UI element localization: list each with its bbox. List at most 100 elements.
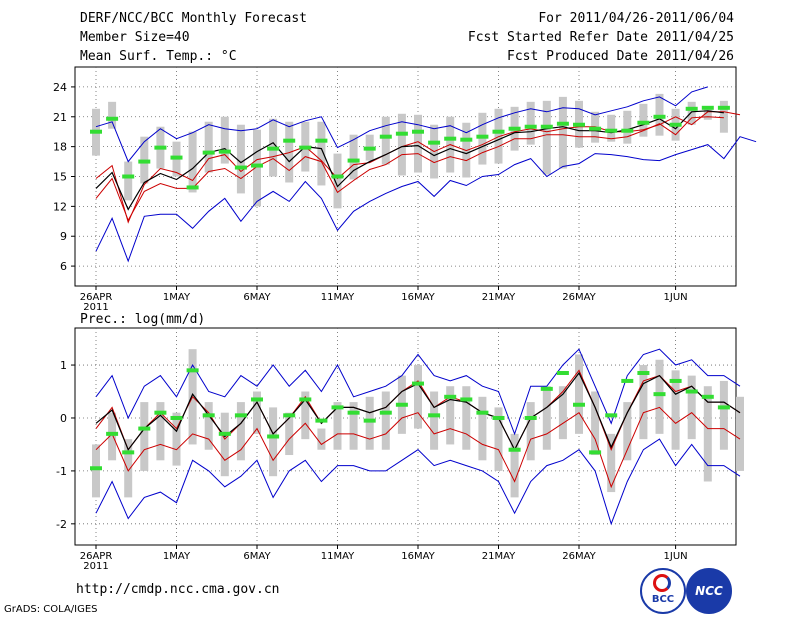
median-marker	[573, 122, 585, 127]
y-tick-label: 6	[60, 260, 67, 273]
median-marker	[540, 124, 553, 129]
lower-series-line	[95, 116, 724, 222]
spread-box	[317, 428, 326, 450]
median-marker	[283, 413, 296, 418]
spread-box	[510, 433, 519, 498]
median-marker	[267, 146, 280, 151]
ncc-logo-text: NCC	[695, 584, 723, 598]
spread-box	[349, 402, 358, 450]
x-tick-label: 26APR	[80, 551, 113, 562]
x-tick-label: 16MAY	[401, 551, 435, 562]
spread-box	[414, 114, 422, 173]
spread-box	[124, 161, 133, 201]
x-tick-label: 16MAY	[401, 292, 435, 303]
forecast-range-label: For 2011/04/26-2011/06/04	[538, 11, 734, 26]
median-marker	[621, 128, 634, 133]
median-marker	[637, 120, 650, 125]
spread-box	[623, 402, 632, 461]
spread-box	[285, 412, 294, 456]
median-marker	[669, 378, 682, 383]
median-marker	[589, 126, 602, 131]
bcc-swirl-icon	[653, 574, 671, 592]
median-marker	[138, 426, 151, 431]
bcc-logo: BCC	[640, 568, 686, 614]
x-tick-year-label: 2011	[83, 561, 108, 572]
median-marker	[524, 124, 537, 129]
spread-box	[639, 365, 648, 440]
spread-box	[687, 101, 696, 125]
x-tick-label: 26MAY	[562, 551, 596, 562]
median-marker	[379, 410, 392, 415]
spread-box	[397, 113, 406, 176]
spread-box	[269, 407, 278, 477]
bcc-logo-text: BCC	[651, 594, 675, 605]
spread-box	[365, 396, 374, 450]
median-marker	[315, 138, 328, 143]
median-marker	[701, 105, 714, 110]
spread-box	[446, 386, 455, 445]
median-marker	[154, 410, 167, 415]
median-marker	[251, 397, 263, 402]
median-marker	[154, 145, 167, 150]
median-marker	[202, 150, 215, 155]
spread-box	[220, 412, 229, 477]
y-tick-label: 1	[60, 359, 67, 372]
spread-box	[542, 386, 551, 450]
median-marker	[589, 450, 602, 455]
spread-box	[591, 391, 600, 456]
spread-box	[558, 386, 567, 440]
median-marker	[395, 131, 408, 136]
x-tick-label: 11MAY	[321, 292, 355, 303]
y-tick-label: 24	[53, 81, 67, 94]
median-marker	[460, 397, 473, 402]
spread-box	[462, 386, 471, 450]
spread-box	[719, 380, 728, 450]
median-marker	[267, 434, 280, 439]
grads-credit: GrADS: COLA/IGES	[4, 604, 98, 615]
spread-box	[719, 100, 728, 133]
median-marker	[605, 128, 618, 133]
x-tick-label: 21MAY	[482, 292, 516, 303]
x-tick-label: 1MAY	[163, 551, 191, 562]
spread-box	[92, 444, 100, 498]
x-tick-label: 11MAY	[321, 551, 355, 562]
spread-box	[703, 106, 712, 120]
forecast-produced-label: Fcst Produced Date 2011/04/26	[507, 49, 734, 64]
spread-box	[655, 359, 664, 434]
median-marker	[444, 394, 457, 399]
member-size-label: Member Size=40	[80, 30, 190, 45]
median-marker	[428, 140, 441, 145]
median-marker	[90, 129, 102, 134]
median-marker	[524, 415, 537, 420]
median-marker	[492, 129, 505, 134]
median-marker	[653, 392, 666, 397]
spread-box	[108, 412, 117, 461]
median-marker	[717, 405, 730, 410]
spread-box	[687, 375, 696, 440]
median-marker	[685, 389, 698, 394]
spread-box	[317, 121, 326, 186]
spread-box	[526, 402, 535, 461]
spread-box	[333, 402, 342, 450]
median-marker	[395, 402, 408, 407]
spread-box	[253, 391, 261, 434]
x-tick-label: 21MAY	[482, 551, 516, 562]
median-marker	[106, 116, 119, 121]
median-marker	[170, 155, 183, 160]
spread-box	[494, 407, 503, 471]
spread-box	[703, 386, 712, 482]
spread-box	[430, 391, 439, 450]
median-marker	[669, 122, 682, 127]
x-tick-label: 1JUN	[664, 551, 688, 562]
y-tick-label: -2	[56, 518, 67, 531]
median-marker	[717, 105, 730, 110]
median-marker	[218, 149, 231, 154]
min-series-line	[95, 438, 741, 526]
source-url[interactable]: http://cmdp.ncc.cma.gov.cn	[76, 582, 280, 597]
spread-box	[526, 101, 535, 145]
forecast-start-label: Fcst Started Refer Date 2011/04/25	[467, 30, 734, 45]
spread-box	[124, 439, 133, 498]
spread-box	[558, 96, 567, 169]
median-marker	[508, 126, 521, 131]
